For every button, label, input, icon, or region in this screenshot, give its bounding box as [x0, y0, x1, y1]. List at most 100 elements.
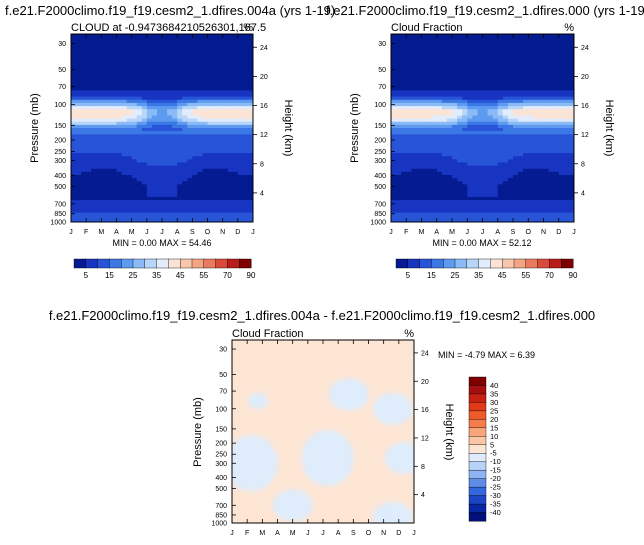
field-cell [396, 178, 402, 182]
field-cell [76, 55, 82, 60]
panel-1-ylabel: Pressure (mb) [29, 93, 41, 163]
field-cell [548, 196, 555, 201]
field-cell [416, 218, 423, 222]
field-cell [396, 156, 402, 160]
field-cell [538, 118, 545, 123]
field-cell [172, 109, 178, 113]
field-cell [477, 196, 484, 201]
field-cell [81, 196, 87, 201]
field-cell [106, 62, 113, 66]
field-cell [543, 74, 550, 79]
field-cell [452, 209, 458, 214]
field-cell [426, 131, 433, 135]
field-cell [482, 187, 489, 192]
field-cell [187, 106, 193, 110]
field-cell [151, 112, 158, 117]
field-cell [156, 175, 163, 179]
field-cell [446, 87, 453, 91]
field-cell [421, 143, 428, 148]
field-cell [482, 74, 489, 79]
field-cell [167, 212, 173, 217]
field-cell [187, 87, 193, 91]
field-cell [162, 115, 168, 120]
field-cell [543, 121, 550, 126]
field-cell [76, 156, 82, 160]
field-cell [462, 162, 468, 167]
field-cell [227, 77, 234, 82]
field-cell [232, 137, 239, 142]
field-cell [568, 102, 574, 107]
field-cell [101, 140, 107, 145]
field-cell [86, 93, 92, 98]
field-cell [513, 128, 519, 132]
field-cell [411, 156, 418, 160]
field-cell [568, 124, 574, 129]
field-cell [446, 109, 453, 113]
field-cell [426, 81, 433, 85]
field-cell [247, 118, 253, 123]
field-cell [101, 93, 107, 98]
field-cell [441, 143, 448, 148]
field-cell [421, 146, 428, 151]
field-cell [548, 171, 555, 176]
field-cell [426, 106, 433, 110]
field-cell [401, 200, 407, 204]
field-cell [227, 134, 234, 138]
field-cell [131, 165, 138, 170]
field-cell [76, 46, 82, 51]
field-cell [232, 90, 239, 95]
field-cell [497, 134, 504, 138]
field-cell [242, 190, 249, 195]
field-cell [416, 43, 423, 48]
field-cell [528, 215, 534, 220]
field-cell [101, 118, 107, 123]
field-cell [141, 115, 148, 120]
field-cell [528, 131, 534, 135]
field-cell [136, 46, 143, 51]
field-cell [96, 193, 102, 198]
field-cell [472, 159, 479, 164]
field-cell [502, 128, 509, 132]
field-cell [247, 131, 253, 135]
field-cell [146, 52, 153, 57]
field-cell [86, 124, 92, 129]
field-cell [548, 87, 555, 91]
field-cell [518, 62, 524, 66]
field-cell [528, 81, 534, 85]
field-cell [426, 193, 433, 198]
field-cell [487, 71, 494, 76]
field-cell [492, 124, 499, 129]
field-cell [101, 190, 107, 195]
field-cell [452, 46, 458, 51]
field-cell [121, 124, 128, 129]
field-cell [416, 128, 423, 132]
field-cell [558, 74, 565, 79]
field-cell [406, 171, 412, 176]
field-cell [131, 206, 138, 211]
field-cell [523, 74, 529, 79]
field-cell [533, 196, 540, 201]
field-cell [217, 212, 224, 217]
field-cell [396, 159, 402, 164]
field-cell [462, 175, 468, 179]
field-cell [121, 196, 128, 201]
field-cell [482, 212, 489, 217]
colorbar-label: 90 [569, 271, 578, 280]
field-cell [76, 159, 82, 164]
negative-region [372, 392, 413, 425]
field-cell [406, 143, 412, 148]
y-tick-label: 700 [374, 201, 386, 208]
field-cell [146, 187, 153, 192]
field-cell [391, 134, 397, 138]
field-cell [212, 143, 219, 148]
field-cell [111, 99, 118, 104]
field-cell [101, 112, 107, 117]
field-cell [452, 171, 458, 176]
field-cell [247, 81, 253, 85]
field-cell [558, 181, 565, 185]
field-cell [146, 137, 153, 142]
field-cell [472, 209, 479, 214]
field-cell [126, 124, 133, 129]
field-cell [162, 153, 168, 157]
field-cell [548, 43, 555, 48]
